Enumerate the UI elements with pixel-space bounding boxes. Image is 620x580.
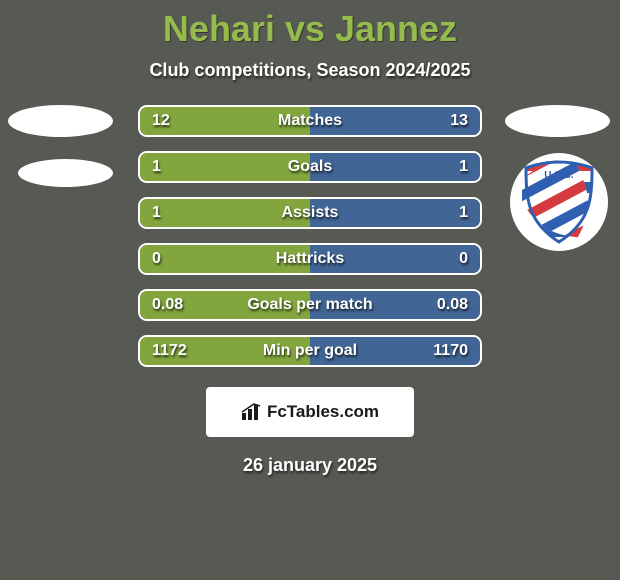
stat-row: 1 Assists 1	[138, 197, 482, 229]
player-left-photo-placeholder	[8, 105, 113, 137]
stat-label: Goals per match	[247, 296, 372, 314]
stat-left-value: 1	[152, 204, 161, 222]
stat-row: 1 Goals 1	[138, 151, 482, 183]
season-subtitle: Club competitions, Season 2024/2025	[0, 60, 620, 81]
stat-label: Goals	[288, 158, 332, 176]
stat-left-value: 0.08	[152, 296, 183, 314]
shield-icon: U.S.C.	[522, 160, 596, 244]
stat-right-value: 13	[450, 112, 468, 130]
attribution-banner: FcTables.com	[206, 387, 414, 437]
stat-left-value: 1	[152, 158, 161, 176]
comparison-columns: U.S.C. 12 Matches 13 1 Goals 1 1 Assists 1 0 Hattr…	[0, 105, 620, 367]
stat-right-value: 0	[459, 250, 468, 268]
badge-text: U.S.C.	[544, 170, 574, 181]
stat-row: 0 Hattricks 0	[138, 243, 482, 275]
stat-left-value: 0	[152, 250, 161, 268]
stat-row: 12 Matches 13	[138, 105, 482, 137]
team-left-logo-placeholder	[18, 159, 113, 187]
team-right-badge: U.S.C.	[510, 153, 608, 251]
date-text: 26 january 2025	[0, 455, 620, 476]
stat-right-value: 0.08	[437, 296, 468, 314]
stat-left-value: 1172	[152, 342, 187, 360]
stat-right-value: 1	[459, 158, 468, 176]
page-title: Nehari vs Jannez	[0, 0, 620, 50]
attribution-text: FcTables.com	[267, 402, 379, 422]
stat-right-value: 1170	[433, 342, 468, 360]
stat-label: Min per goal	[263, 342, 357, 360]
stat-row: 0.08 Goals per match 0.08	[138, 289, 482, 321]
stat-label: Assists	[282, 204, 339, 222]
bars-icon	[241, 403, 263, 421]
stat-rows: 12 Matches 13 1 Goals 1 1 Assists 1 0 Hattricks 0 0.…	[138, 105, 482, 367]
stat-row: 1172 Min per goal 1170	[138, 335, 482, 367]
stat-label: Matches	[278, 112, 342, 130]
stat-label: Hattricks	[276, 250, 344, 268]
player-right-photo-placeholder	[505, 105, 610, 137]
stat-right-value: 1	[459, 204, 468, 222]
stat-left-value: 12	[152, 112, 170, 130]
